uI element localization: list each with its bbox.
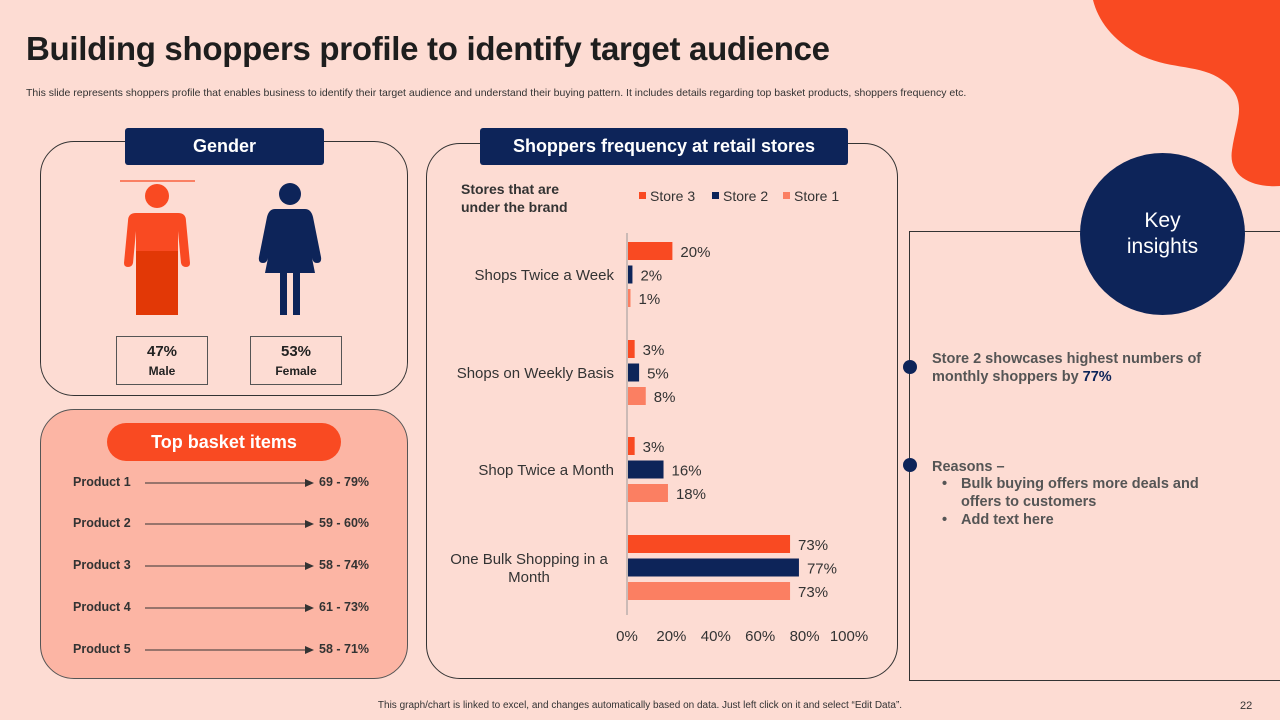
basket-item-name: Product 5 [73, 642, 131, 656]
basket-item-range: 58 - 74% [319, 558, 370, 572]
basket-item: Product 3 58 - 74% [73, 558, 383, 574]
bar-value-label: 18% [676, 486, 706, 503]
bar-store-3 [628, 535, 791, 553]
page-subtitle: This slide represents shoppers profile t… [26, 87, 967, 99]
basket-item-range: 69 - 79% [319, 475, 370, 489]
female-percentage: 53% [280, 343, 312, 360]
bar-value-label: 1% [639, 291, 661, 308]
bar-store-2 [628, 558, 799, 577]
basket-item: Product 1 69 - 79% [73, 475, 383, 491]
insight-2-bullet-1b: offers to customers [961, 494, 1097, 510]
insights-heading-line2: insights [1126, 235, 1199, 258]
legend-label: Store 2 [723, 188, 768, 204]
female-stat-box: 53% Female [250, 336, 342, 385]
basket-item-range: 58 - 71% [319, 642, 370, 656]
bar-value-label: 2% [640, 268, 662, 285]
category-label: Shops Twice a Week [474, 267, 614, 284]
x-tick-label: 40% [701, 628, 731, 645]
insight-2-bullet-1a: Bulk buying offers more deals and [961, 476, 1199, 492]
bar-value-label: 3% [643, 439, 665, 456]
insight-1-highlight: 77% [1082, 369, 1112, 385]
legend-swatch [639, 192, 646, 199]
key-insights-badge: Key insights [1080, 153, 1245, 315]
insight-2-bullet: Bulk buying offers more deals and offers… [942, 475, 1199, 511]
insight-bullet-1 [903, 360, 917, 374]
brand-label: Stores that are under the brand [461, 180, 568, 216]
basket-item-range: 59 - 60% [319, 516, 370, 530]
category-label: Shops on Weekly Basis [457, 365, 614, 382]
category-label: Shop Twice a Month [478, 462, 614, 479]
frequency-chart: Store 3 Store 2 Store 1 Shops Twice a Week 2… [450, 188, 868, 645]
basket-item-name: Product 3 [73, 558, 131, 572]
bar-value-label: 5% [647, 366, 669, 383]
bar-value-label: 16% [672, 463, 702, 480]
bar-value-label: 20% [680, 244, 710, 261]
arrow-right-icon [145, 562, 314, 570]
category-label: One Bulk Shopping in a [450, 551, 608, 568]
bar-value-label: 73% [798, 584, 828, 601]
frequency-heading: Shoppers frequency at retail stores [480, 128, 848, 165]
gender-heading: Gender [125, 128, 324, 165]
x-tick-label: 60% [745, 628, 775, 645]
bar-value-label: 8% [654, 389, 676, 406]
insight-1: Store 2 showcases highest numbers of mon… [932, 350, 1201, 386]
male-stat-box: 47% Male [116, 336, 208, 385]
insights-heading-line1: Key [1144, 209, 1181, 232]
brand-label-line2: under the brand [461, 199, 568, 215]
bar-value-label: 3% [643, 342, 665, 359]
legend-swatch [712, 192, 719, 199]
legend-swatch [783, 192, 790, 199]
x-tick-label: 20% [656, 628, 686, 645]
bar-store-2 [628, 460, 664, 479]
basket-item-range: 61 - 73% [319, 600, 370, 614]
page-number: 22 [1240, 700, 1253, 712]
male-percentage: 47% [146, 343, 178, 360]
arrow-right-icon [145, 646, 314, 654]
insight-1-line2: monthly shoppers by 77% [932, 368, 1201, 386]
basket-item: Product 4 61 - 73% [73, 600, 383, 616]
basket-item-name: Product 4 [73, 600, 131, 614]
bar-store-1 [628, 289, 631, 307]
bar-store-1 [628, 484, 668, 502]
insight-bullet-2 [903, 458, 917, 472]
bar-store-3 [628, 340, 635, 358]
arrow-right-icon [145, 479, 314, 487]
female-icon [258, 183, 322, 315]
female-label: Female [275, 364, 317, 378]
page-title: Building shoppers profile to identify ta… [26, 30, 830, 67]
legend-label: Store 1 [794, 188, 839, 204]
bar-value-label: 73% [798, 537, 828, 554]
insight-2-bullet: Add text here [942, 511, 1199, 529]
bar-store-3 [628, 242, 673, 260]
male-icon [120, 180, 195, 315]
basket-item-name: Product 1 [73, 475, 131, 489]
bar-store-1 [628, 387, 646, 405]
x-tick-label: 80% [790, 628, 820, 645]
basket-item: Product 2 59 - 60% [73, 516, 383, 532]
footer-note: This graph/chart is linked to excel, and… [377, 700, 903, 711]
insight-2-list: Bulk buying offers more deals and offers… [942, 475, 1199, 529]
brand-label-line1: Stores that are [461, 181, 560, 197]
male-label: Male [148, 364, 176, 378]
bar-store-2 [628, 363, 640, 382]
category-label-cont: Month [508, 569, 550, 586]
x-tick-label: 0% [616, 628, 638, 645]
insights-panel [909, 231, 1280, 681]
bar-store-2 [628, 265, 633, 284]
legend-label: Store 3 [650, 188, 695, 204]
bar-store-1 [628, 582, 791, 600]
bar-value-label: 77% [807, 561, 837, 578]
arrow-right-icon [145, 520, 314, 528]
x-tick-label: 100% [830, 628, 868, 645]
gender-figures [120, 180, 322, 315]
insight-1-line1: Store 2 showcases highest numbers of [932, 351, 1202, 367]
bar-store-3 [628, 437, 635, 455]
insight-2-title: Reasons – [932, 459, 1005, 475]
arrow-right-icon [145, 604, 314, 612]
basket-item-name: Product 2 [73, 516, 131, 530]
basket-heading: Top basket items [107, 423, 341, 461]
basket-item: Product 5 58 - 71% [73, 642, 383, 658]
insight-1-prefix: monthly shoppers by [932, 369, 1083, 385]
